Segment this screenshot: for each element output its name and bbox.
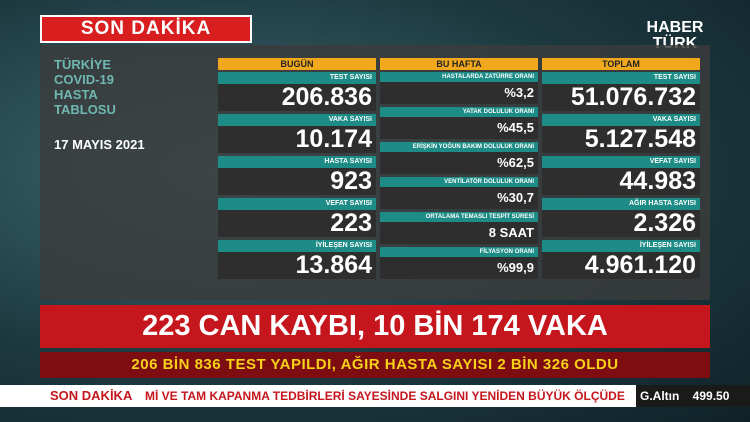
stat-value: %99,9 [497,260,534,275]
stat-row: VEFAT SAYISI 223 [218,198,376,237]
stat-label: VEFAT SAYISI [542,156,700,168]
ticker: SON DAKİKA Mİ VE TAM KAPANMA TEDBİRLERİ … [0,385,750,407]
stat-label: YATAK DOLULUK ORANI [380,107,538,117]
stat-row: VAKA SAYISI 10.174 [218,114,376,153]
subheadline: 206 BİN 836 TEST YAPILDI, AĞIR HASTA SAY… [40,352,710,378]
stat-value: 13.864 [295,251,372,279]
stat-row: YATAK DOLULUK ORANI %45,5 [380,107,538,139]
stat-value: 2.326 [633,209,696,237]
ticker-label: SON DAKİKA [50,388,133,403]
stat-row: ERİŞKİN YOĞUN BAKIM DOLULUK ORANI %62,5 [380,142,538,174]
stat-value: 206.836 [281,83,372,111]
table-panel: TÜRKİYE COVID-19 HASTA TABLOSU 17 MAYIS 202… [40,45,710,300]
stat-label: VENTİLATÖR DOLULUK ORANI [380,177,538,187]
title-line: COVID-19 [54,72,114,87]
stat-label: AĞIR HASTA SAYISI [542,198,700,210]
stat-value: 10.174 [295,125,372,153]
stat-value: 51.076.732 [570,83,696,111]
stat-row: VAKA SAYISI 5.127.548 [542,114,700,153]
stat-label: TEST SAYISI [218,72,376,84]
stat-label: ORTALAMA TEMASLI TESPİT SÜRESİ [380,212,538,222]
table-date: 17 MAYIS 2021 [54,137,145,152]
stat-value: 923 [330,167,372,195]
stat-row: TEST SAYISI 51.076.732 [542,72,700,111]
stat-value: 4.961.120 [584,251,696,279]
title-line: TÜRKİYE [54,57,112,72]
stat-row: VEFAT SAYISI 44.983 [542,156,700,195]
stat-label: VEFAT SAYISI [218,198,376,210]
column-header: BU HAFTA [380,58,538,70]
stat-row: HASTALARDA ZATÜRRE ORANI %3,2 [380,72,538,104]
table-title: TÜRKİYE COVID-19 HASTA TABLOSU [54,57,116,117]
column-header: TOPLAM [542,58,700,70]
stat-row: HASTA SAYISI 923 [218,156,376,195]
stat-value: 44.983 [619,167,696,195]
headline: 223 CAN KAYBI, 10 BİN 174 VAKA [40,305,710,348]
stat-label: HASTALARDA ZATÜRRE ORANI [380,72,538,82]
stat-row: TEST SAYISI 206.836 [218,72,376,111]
market-name: G.Altın [640,389,680,403]
stat-value: 8 SAAT [488,225,534,240]
stat-row: ORTALAMA TEMASLI TESPİT SÜRESİ 8 SAAT [380,212,538,244]
stat-row: VENTİLATÖR DOLULUK ORANI %30,7 [380,177,538,209]
stat-row: İYİLEŞEN SAYISI 13.864 [218,240,376,279]
stat-row: AĞIR HASTA SAYISI 2.326 [542,198,700,237]
title-line: TABLOSU [54,102,116,117]
market: G.Altın 499.50 [636,385,750,407]
stat-value: %62,5 [497,155,534,170]
column-header: BUGÜN [218,58,376,70]
ticker-text: Mİ VE TAM KAPANMA TEDBİRLERİ SAYESİNDE S… [145,389,625,403]
stat-value: %3,2 [504,85,534,100]
stat-label: İYİLEŞEN SAYISI [542,240,700,252]
stat-label: VAKA SAYISI [218,114,376,126]
stat-row: FİLYASYON ORANI %99,9 [380,247,538,279]
stat-label: İYİLEŞEN SAYISI [218,240,376,252]
stat-value: %45,5 [497,120,534,135]
stat-label: VAKA SAYISI [542,114,700,126]
market-value: 499.50 [692,389,730,403]
logo-line: HABER [646,19,704,36]
breaking-banner: SON DAKİKA [40,15,252,43]
stat-value: %30,7 [497,190,534,205]
stat-value: 5.127.548 [584,125,696,153]
stat-row: İYİLEŞEN SAYISI 4.961.120 [542,240,700,279]
stat-label: HASTA SAYISI [218,156,376,168]
stat-label: ERİŞKİN YOĞUN BAKIM DOLULUK ORANI [380,142,538,152]
stat-value: 223 [330,209,372,237]
stat-label: FİLYASYON ORANI [380,247,538,257]
title-line: HASTA [54,87,98,102]
stat-label: TEST SAYISI [542,72,700,84]
